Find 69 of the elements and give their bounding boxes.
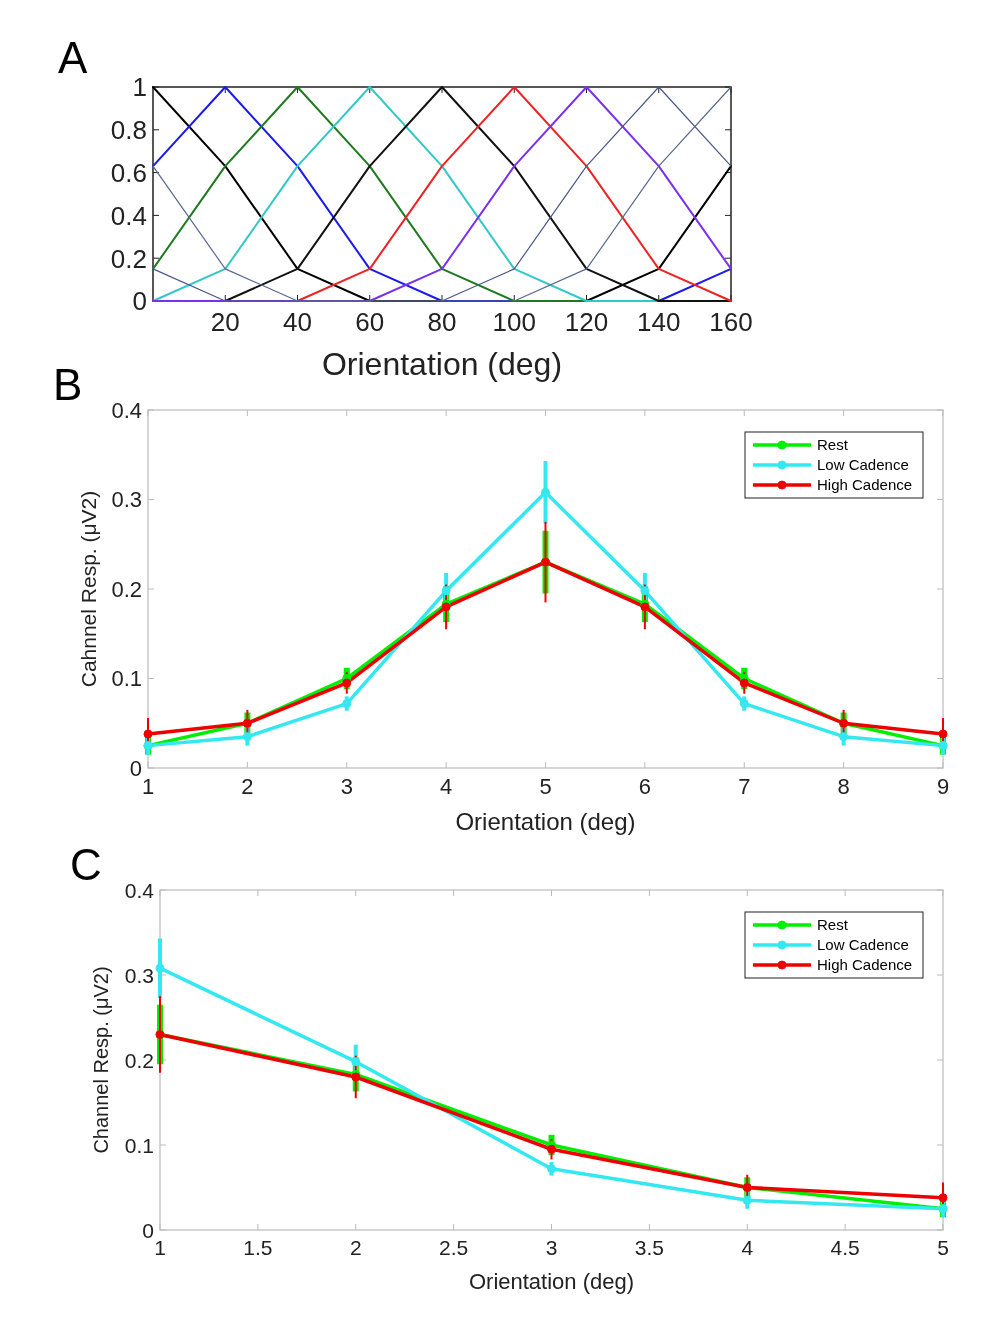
- y-tick-label: 0.4: [124, 878, 155, 902]
- point: [441, 586, 451, 596]
- y-tick-label: 0.1: [124, 1133, 154, 1157]
- y-tick-label: 0.2: [110, 243, 147, 274]
- x-tick-label: 3.5: [634, 1236, 664, 1259]
- point: [938, 1193, 948, 1203]
- x-tick-label: 4.5: [830, 1236, 860, 1259]
- point: [739, 678, 749, 688]
- point: [547, 1144, 556, 1154]
- point: [242, 732, 252, 742]
- point: [351, 1057, 361, 1067]
- y-tick-label: 0: [142, 1218, 154, 1242]
- x-tick-label: 160: [709, 307, 753, 337]
- x-tick-label: 2: [349, 1236, 362, 1259]
- x-tick-label: 80: [427, 307, 457, 337]
- legend-label: Low Cadence: [817, 936, 909, 953]
- y-tick-label: 1: [132, 72, 147, 103]
- y-tick-label: 0: [129, 755, 142, 781]
- y-tick-label: 0.2: [124, 1048, 154, 1072]
- x-axis-title: Orientation (deg): [321, 346, 563, 382]
- x-tick-label: 5: [937, 1236, 949, 1259]
- y-tick-label: 0.2: [111, 576, 142, 602]
- text: B: [53, 360, 83, 409]
- x-tick-label: 2: [241, 774, 254, 799]
- y-axis-title: Channel Resp. (μV2): [90, 966, 112, 1154]
- x-tick-label: 20: [210, 307, 240, 337]
- x-tick-label: 5: [539, 774, 552, 799]
- point: [143, 729, 153, 739]
- y-tick-label: 0.6: [110, 157, 147, 188]
- point: [938, 729, 948, 739]
- x-tick-label: 120: [564, 307, 609, 337]
- legend-label: High Cadence: [817, 476, 913, 493]
- point: [742, 1195, 752, 1205]
- point: [541, 487, 550, 497]
- y-tick-label: 0.4: [111, 397, 142, 423]
- x-tick-label: 3: [340, 774, 353, 799]
- x-axis-title: Orientation (deg): [468, 1269, 635, 1294]
- legend-label: Rest: [817, 436, 849, 453]
- line-series: [152, 86, 732, 302]
- x-tick-label: 140: [637, 307, 681, 337]
- y-tick-label: 0: [132, 286, 147, 317]
- point: [640, 586, 650, 596]
- x-tick-label: 9: [936, 774, 950, 799]
- legend-label: High Cadence: [817, 956, 913, 973]
- x-tick-label: 2.5: [439, 1236, 469, 1259]
- y-tick-label: 0.3: [124, 963, 154, 987]
- point: [342, 678, 352, 688]
- legend-label: Low Cadence: [817, 456, 909, 473]
- y-tick-label: 0.1: [111, 666, 142, 692]
- text: C: [70, 840, 102, 889]
- x-axis-title: Orientation (deg): [455, 808, 636, 835]
- y-tick-label: 0.8: [110, 115, 147, 146]
- x-tick-label: 100: [492, 307, 536, 337]
- point: [839, 732, 849, 742]
- point: [155, 963, 165, 973]
- x-tick-label: 6: [638, 774, 651, 799]
- x-tick-label: 40: [283, 307, 312, 337]
- text: A: [58, 33, 88, 82]
- x-tick-label: 7: [738, 774, 751, 799]
- y-axis-title: Cahnnel Resp. (μV2): [77, 490, 100, 688]
- y-tick-label: 0.4: [110, 200, 147, 231]
- x-tick-label: 60: [355, 307, 385, 337]
- x-tick-label: 1.5: [243, 1236, 273, 1259]
- x-tick-label: 4: [741, 1236, 754, 1259]
- legend-label: Rest: [817, 916, 849, 933]
- y-tick-label: 0.3: [111, 487, 142, 513]
- x-tick-label: 4: [440, 774, 453, 799]
- x-tick-label: 8: [837, 774, 850, 799]
- x-tick-label: 3: [545, 1236, 558, 1259]
